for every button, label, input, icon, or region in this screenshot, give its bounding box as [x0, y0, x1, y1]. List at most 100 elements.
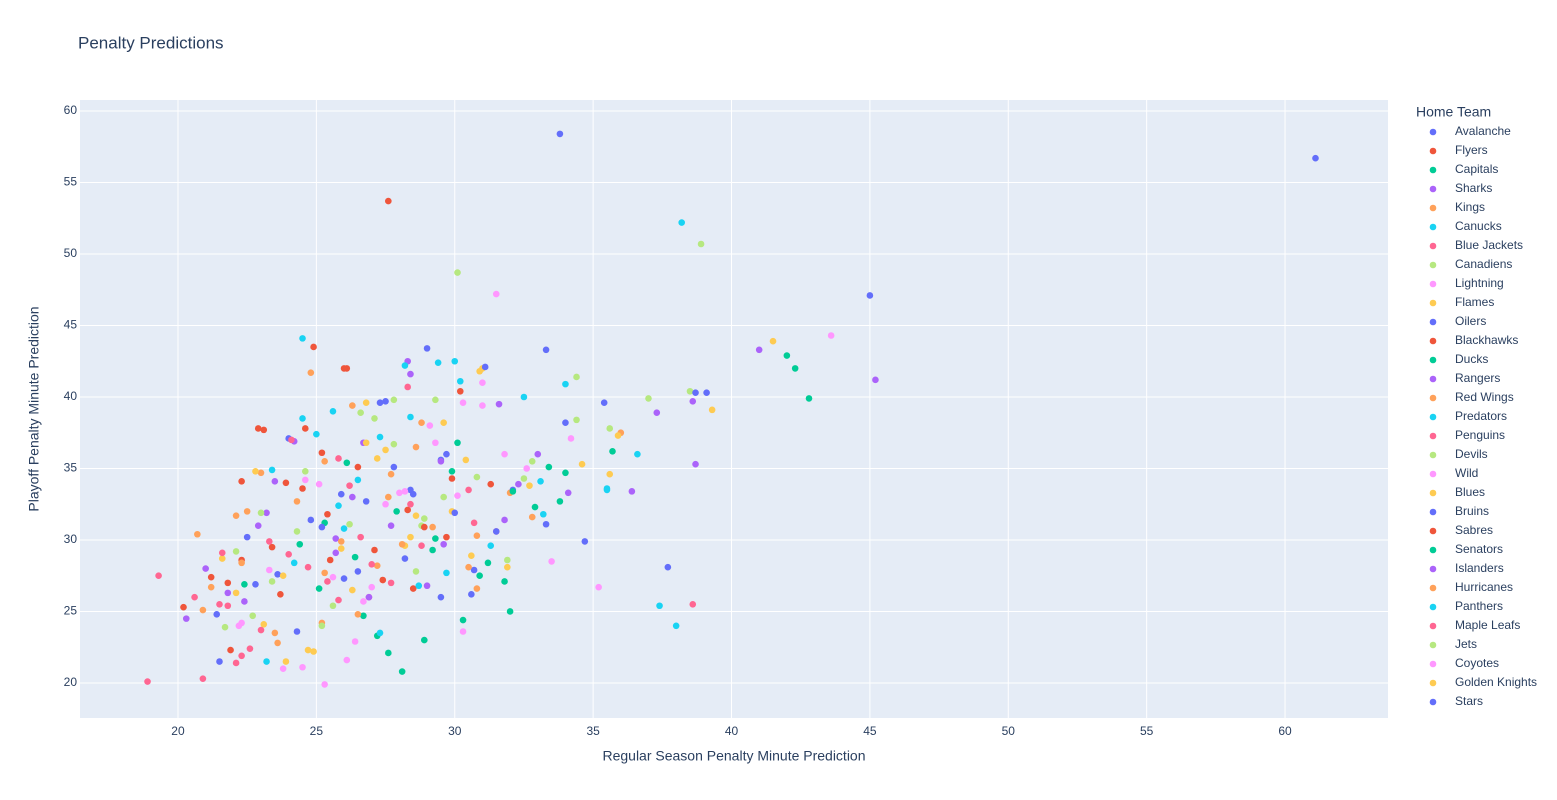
- legend-marker: [1429, 508, 1437, 516]
- point: [866, 292, 874, 299]
- point: [567, 435, 575, 442]
- point: [349, 586, 356, 594]
- point: [271, 478, 279, 485]
- point: [545, 463, 553, 471]
- point: [390, 396, 398, 404]
- point: [207, 573, 215, 581]
- point: [346, 482, 353, 489]
- legend-label: Panthers: [1455, 599, 1503, 613]
- point: [235, 622, 243, 630]
- point: [371, 546, 378, 554]
- point: [454, 439, 461, 447]
- point: [412, 568, 420, 575]
- point: [548, 558, 555, 565]
- point: [368, 583, 376, 591]
- y-tick-label: 30: [64, 532, 78, 546]
- point: [260, 621, 268, 628]
- point: [423, 582, 431, 590]
- point: [473, 473, 481, 481]
- plot-points: [144, 130, 1319, 688]
- point: [429, 523, 436, 531]
- point: [401, 555, 409, 562]
- legend-marker: [1429, 432, 1437, 440]
- legend-label: Sharks: [1455, 181, 1492, 195]
- point: [614, 432, 622, 439]
- point: [313, 430, 320, 438]
- point: [448, 475, 456, 482]
- legend-label: Capitals: [1455, 162, 1498, 176]
- legend-label: Oilers: [1455, 314, 1486, 328]
- point: [238, 478, 245, 485]
- legend-label: Blackhawks: [1455, 333, 1518, 347]
- point: [465, 563, 472, 571]
- legend-label: Predators: [1455, 409, 1507, 423]
- point: [326, 556, 334, 564]
- point: [362, 498, 370, 505]
- point: [227, 646, 234, 654]
- point: [462, 456, 470, 464]
- point: [257, 626, 265, 634]
- point: [232, 589, 240, 597]
- point: [606, 425, 614, 432]
- point: [409, 490, 417, 498]
- point: [299, 485, 306, 492]
- point: [1312, 154, 1319, 162]
- y-tick-label: 55: [64, 175, 78, 189]
- y-tick-label: 40: [64, 389, 78, 403]
- point: [343, 656, 351, 664]
- y-axis-title: Playoff Penalty Minute Prediction: [26, 306, 42, 511]
- point: [492, 528, 500, 535]
- legend-title: Home Team: [1416, 104, 1491, 120]
- point: [426, 422, 434, 429]
- plot-background: [80, 100, 1388, 718]
- point: [360, 612, 367, 620]
- point: [454, 269, 461, 276]
- point: [282, 658, 290, 665]
- legend-label: Kings: [1455, 200, 1485, 214]
- point: [340, 575, 348, 582]
- point: [520, 475, 528, 482]
- point: [443, 569, 450, 577]
- point: [418, 419, 425, 427]
- point: [495, 400, 503, 408]
- point: [420, 636, 428, 644]
- point: [241, 598, 248, 605]
- point: [299, 663, 306, 671]
- point: [315, 585, 323, 592]
- point: [357, 533, 364, 541]
- point: [340, 525, 348, 532]
- point: [487, 542, 495, 549]
- y-tick-label: 20: [64, 675, 78, 689]
- point: [268, 578, 276, 585]
- point: [542, 346, 550, 354]
- legend-label: Jets: [1455, 637, 1477, 651]
- point: [645, 395, 652, 402]
- point: [664, 563, 672, 571]
- point: [293, 628, 301, 635]
- point: [216, 601, 223, 608]
- point: [501, 450, 508, 458]
- point: [805, 395, 813, 402]
- x-tick-label: 40: [725, 724, 739, 738]
- legend-label: Lightning: [1455, 276, 1504, 290]
- point: [382, 500, 389, 508]
- point: [573, 373, 580, 381]
- point: [459, 628, 467, 635]
- legend-marker: [1429, 527, 1437, 535]
- point: [144, 678, 151, 685]
- point: [324, 510, 331, 518]
- point: [564, 489, 572, 497]
- legend-label: Wild: [1455, 466, 1478, 480]
- point: [390, 463, 398, 471]
- point: [243, 508, 251, 515]
- legend-marker: [1429, 280, 1437, 288]
- point: [689, 601, 697, 608]
- point: [523, 465, 531, 472]
- point: [628, 488, 636, 495]
- legend-marker: [1429, 603, 1437, 611]
- legend-marker: [1429, 679, 1437, 687]
- point: [365, 593, 373, 601]
- point: [301, 476, 309, 484]
- point: [456, 387, 464, 395]
